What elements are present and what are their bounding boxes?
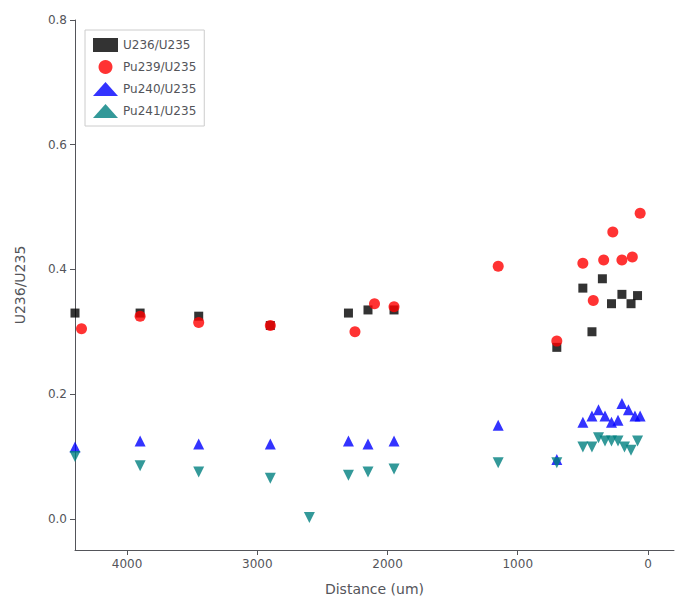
svg-text:0.4: 0.4 bbox=[48, 262, 67, 276]
svg-text:1000: 1000 bbox=[502, 557, 533, 571]
svg-text:0.2: 0.2 bbox=[48, 387, 67, 401]
svg-text:U236/U235: U236/U235 bbox=[123, 38, 190, 52]
svg-text:Pu241/U235: Pu241/U235 bbox=[123, 104, 196, 118]
svg-text:2000: 2000 bbox=[372, 557, 403, 571]
svg-text:Distance (um): Distance (um) bbox=[325, 581, 424, 597]
svg-text:0.8: 0.8 bbox=[48, 13, 67, 27]
svg-text:Pu239/U235: Pu239/U235 bbox=[123, 60, 196, 74]
svg-text:3000: 3000 bbox=[242, 557, 273, 571]
svg-text:0.0: 0.0 bbox=[48, 512, 67, 526]
svg-text:U236/U235: U236/U235 bbox=[12, 246, 28, 325]
svg-text:Pu240/U235: Pu240/U235 bbox=[123, 82, 196, 96]
svg-text:0: 0 bbox=[644, 557, 652, 571]
svg-text:4000: 4000 bbox=[112, 557, 143, 571]
svg-text:0.6: 0.6 bbox=[48, 138, 67, 152]
